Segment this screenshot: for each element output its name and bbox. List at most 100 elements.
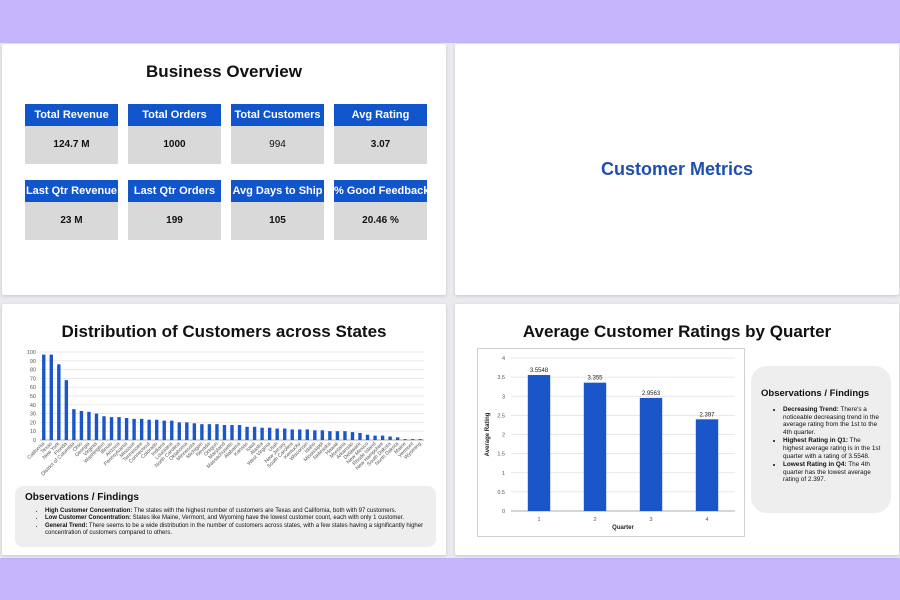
ratings-panel: Average Customer Ratings by Quarter 0 0.5… xyxy=(455,304,899,555)
bar xyxy=(139,418,144,440)
kpi-value: 199 xyxy=(128,202,221,240)
bar xyxy=(162,420,166,440)
observation-label: Low Customer Concentration: xyxy=(45,515,132,522)
bar xyxy=(328,431,332,440)
kpi-value: 1000 xyxy=(128,126,221,164)
bar xyxy=(335,431,340,440)
y-tick-label: 70 xyxy=(30,376,36,382)
bar xyxy=(527,375,551,511)
observation-text: States like Maine, Vermont, and Wyoming … xyxy=(131,515,405,522)
ratings-observations-list: Decreasing Trend: There's a noticeable d… xyxy=(761,406,881,484)
observation-label: Highest Rating in Q1: xyxy=(783,437,848,445)
bar xyxy=(267,427,272,440)
kpi-value: 3.07 xyxy=(334,126,427,164)
bar xyxy=(230,425,234,440)
kpi-card-good-feedback: % Good Feedback 20.46 % xyxy=(334,180,427,240)
states-distribution-panel: Distribution of Customers across States … xyxy=(2,304,446,555)
business-overview-title: Business Overview xyxy=(146,62,302,81)
bar xyxy=(64,380,69,440)
bar xyxy=(290,429,294,440)
ratings-bar-chart: 0 0.5 1 1.5 2 2.5 3 3.5 4 Average Rating Quarter 3.… xyxy=(477,348,745,537)
y-axis-label: Average Rating xyxy=(485,412,491,456)
y-tick-label: 3.5 xyxy=(497,375,505,381)
kpi-label: Total Revenue xyxy=(25,104,118,126)
observation-label: General Trend: xyxy=(45,522,88,529)
kpi-label: % Good Feedback xyxy=(334,180,427,202)
bar xyxy=(147,419,151,440)
bar xyxy=(185,422,189,440)
bar xyxy=(215,424,219,440)
bar xyxy=(170,420,174,440)
y-tick-label: 10 xyxy=(30,429,36,435)
kpi-value: 20.46 % xyxy=(334,202,427,240)
x-axis-label: Quarter xyxy=(612,525,634,531)
data-label: 3.355 xyxy=(587,376,603,382)
observation-item: Lowest Rating in Q4: The 4th quarter has… xyxy=(783,461,881,484)
observation-item: General Trend: There seems to be a wide … xyxy=(45,523,426,538)
y-tick-label: 30 xyxy=(30,412,36,418)
kpi-card-avg-days-to-ship: Avg Days to Ship 105 xyxy=(231,180,324,240)
x-tick-label: 3 xyxy=(649,517,652,523)
observation-label: Decreasing Trend: xyxy=(783,406,839,413)
kpi-label: Avg Days to Ship xyxy=(231,180,324,202)
y-tick-label: 1.5 xyxy=(497,452,505,458)
bar xyxy=(388,436,392,440)
y-tick-label: 2 xyxy=(502,433,505,439)
data-label: 2.9563 xyxy=(642,391,661,397)
observation-item: High Customer Concentration: The states … xyxy=(45,508,426,515)
y-tick-label: 50 xyxy=(30,394,36,400)
y-tick-label: 20 xyxy=(30,420,36,426)
bar xyxy=(207,424,212,440)
bar xyxy=(79,410,84,440)
states-bar-chart: 0102030405060708090100CaliforniaTexasNew… xyxy=(26,350,424,477)
bar xyxy=(252,426,257,440)
bar xyxy=(365,434,370,440)
bar xyxy=(358,432,362,440)
bar xyxy=(373,435,377,440)
observation-item: Low Customer Concentration: States like … xyxy=(45,515,426,522)
x-tick-label: 1 xyxy=(537,517,540,523)
bar xyxy=(245,426,249,440)
kpi-label: Last Qtr Revenue xyxy=(25,180,118,202)
bar xyxy=(639,397,663,511)
states-observations-box: Observations / Findings High Customer Co… xyxy=(15,486,436,547)
customer-metrics-panel: Customer Metrics xyxy=(455,44,899,295)
kpi-label: Last Qtr Orders xyxy=(128,180,221,202)
data-label: 2.397 xyxy=(699,412,715,418)
states-observations-title: Observations / Findings xyxy=(25,492,139,503)
bar xyxy=(350,432,355,440)
bar xyxy=(380,435,385,440)
bar xyxy=(117,417,121,440)
bar xyxy=(313,430,317,440)
observation-label: Lowest Rating in Q4: xyxy=(783,461,847,469)
kpi-card-last-qtr-orders: Last Qtr Orders 199 xyxy=(128,180,221,240)
observation-text: The states with the highest number of cu… xyxy=(132,508,397,514)
bar xyxy=(49,354,53,440)
bar xyxy=(94,413,99,440)
kpi-card-total-customers: Total Customers 994 xyxy=(231,104,324,164)
bar xyxy=(124,418,129,440)
bar xyxy=(87,411,91,440)
y-tick-label: 0.5 xyxy=(497,490,505,496)
bar xyxy=(72,409,76,440)
bar xyxy=(298,429,302,440)
kpi-card-total-revenue: Total Revenue 124.7 M xyxy=(25,104,118,164)
observation-text: The 4th quarter has the lowest average r… xyxy=(783,461,871,484)
kpi-card-last-qtr-revenue: Last Qtr Revenue 23 M xyxy=(25,180,118,240)
observation-label: High Customer Concentration: xyxy=(45,508,133,514)
bar xyxy=(132,418,136,440)
bar xyxy=(42,354,46,440)
bar xyxy=(275,428,279,440)
y-tick-label: 0 xyxy=(33,438,36,444)
bar xyxy=(403,439,407,440)
ratings-observations-box: Observations / Findings Decreasing Trend… xyxy=(751,366,891,513)
y-tick-label: 60 xyxy=(30,385,36,391)
bar xyxy=(411,439,415,440)
observation-item: Highest Rating in Q1: The highest averag… xyxy=(783,437,881,460)
y-tick-label: 80 xyxy=(30,368,36,374)
bar xyxy=(283,428,287,440)
bar xyxy=(395,437,400,440)
bar xyxy=(320,430,325,440)
bar xyxy=(305,429,309,440)
kpi-card-avg-rating: Avg Rating 3.07 xyxy=(334,104,427,164)
